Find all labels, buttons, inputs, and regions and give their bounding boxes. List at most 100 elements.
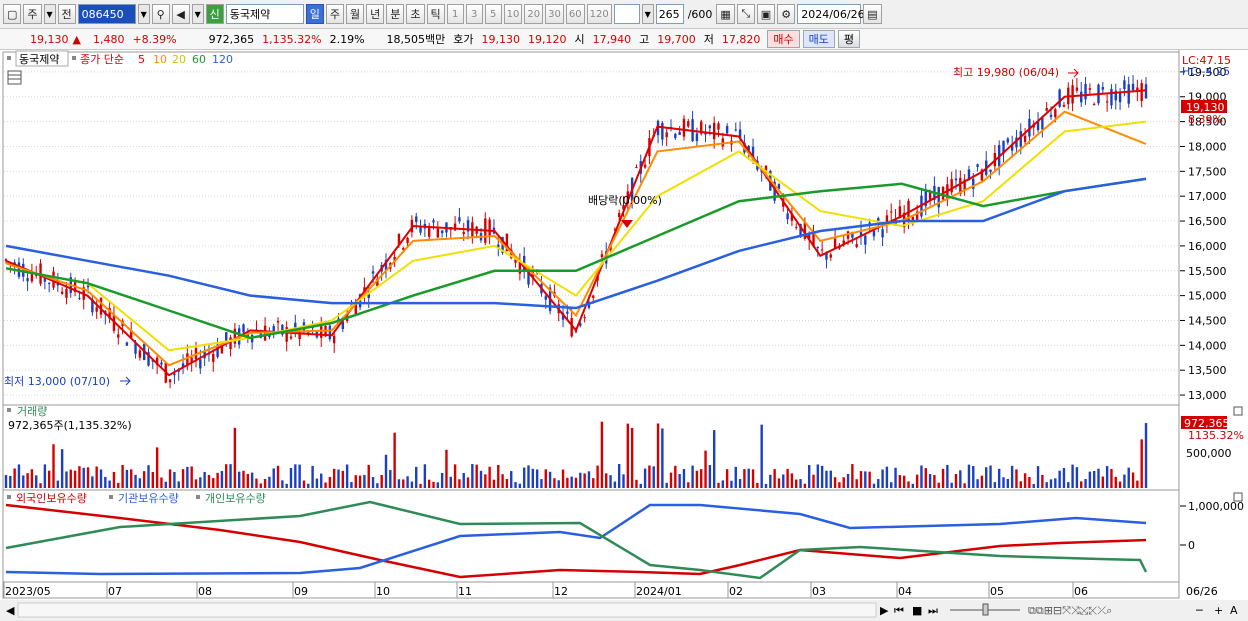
chart-tools-icon[interactable]: ▦ [716,4,735,24]
interval-60[interactable]: 60 [565,4,585,24]
buy-button[interactable]: 매수 [767,30,800,48]
speaker-dropdown-icon[interactable]: ▼ [191,4,204,24]
period-daily[interactable]: 일 [305,4,324,24]
layout-icon[interactable]: ⧉⧉⊞⊟⤧⤨⤩⤪⤫⌕ [1028,604,1112,617]
speaker-icon[interactable]: ◀ [171,4,190,24]
volume-bar [1110,468,1113,488]
volume-bar [462,473,465,488]
zoom-slider-handle[interactable] [982,603,989,616]
chevron-down-icon[interactable]: ▼ [43,4,56,24]
candle-body [510,249,513,259]
candle-body [1071,85,1074,104]
interval-30[interactable]: 30 [545,4,564,24]
gear-icon[interactable]: ⚙ [777,4,796,24]
interval-3[interactable]: 3 [465,4,483,24]
volume-bar [570,476,573,488]
inst-label: 기관보유수량 [118,492,179,505]
volume-bar [648,465,651,488]
price-panel [2,51,1180,406]
candle-body [95,307,98,312]
x-tick-label: 2023/05 [5,585,51,598]
volume-bar [104,476,107,488]
volume-info: 972,365주(1,135.32%) [8,419,132,432]
volume-bar [419,483,422,488]
candle-body [384,260,388,272]
save-icon[interactable]: ▣ [756,4,776,24]
candle-body [354,303,357,316]
date-input[interactable]: 2024/06/26 [797,4,865,24]
stock-chart[interactable]: 19,50019,00018,50018,00017,50017,00016,5… [0,50,1248,621]
candle-body [285,327,288,342]
current-price: 19,130 [30,32,69,46]
volume-close-icon[interactable] [1233,406,1243,416]
inst-holdings-line [5,503,1147,576]
fast-forward-icon[interactable]: ⏭ [928,604,938,617]
volume-bar [475,464,478,488]
volume-bar [13,468,16,488]
volume-bar [911,483,915,488]
candle-body [928,191,932,200]
interval-120[interactable]: 120 [586,4,612,24]
volume-bar [600,421,604,488]
candle-body [419,227,422,233]
candle-body [1127,84,1130,104]
stock-code-input[interactable]: 086450 [77,4,136,24]
interval-5[interactable]: 5 [484,4,502,24]
evaluate-button[interactable]: 평 [837,30,861,48]
period-minute[interactable]: 분 [386,4,405,24]
count-input[interactable]: 265 [655,4,684,24]
volume-bar [328,477,332,488]
scroll-right-icon[interactable]: ▶ [880,604,889,617]
period-yearly[interactable]: 년 [366,4,385,24]
prev-button-label: 전 [61,8,72,21]
scroll-left-icon[interactable]: ◀ [6,604,15,617]
volume-bar [561,469,565,488]
period-tick[interactable]: 틱 [426,4,445,24]
zoom-out-icon[interactable]: ─ [1195,604,1203,617]
holdings-close-icon[interactable] [1233,492,1243,502]
interval-1[interactable]: 1 [446,4,464,24]
candle-body [1101,87,1105,90]
candle-body [272,326,275,333]
draw-tool-icon[interactable]: ⤡ [736,4,755,24]
volume-bar [358,475,362,488]
volume-bar [35,475,38,488]
stock-label-box[interactable] [15,50,69,67]
interval-dropdown-icon[interactable]: ▼ [641,4,654,24]
volume-bar [937,482,940,488]
font-size-icon[interactable]: A [1230,604,1238,617]
candle-body [954,178,958,181]
candle-body [155,357,159,365]
zoom-in-icon[interactable]: + [1214,604,1223,617]
window-menu-icon[interactable]: ▢ [3,4,22,24]
rewind-icon[interactable]: ⏮ [894,604,904,617]
interval-20[interactable]: 20 [524,4,544,24]
interval-10[interactable]: 10 [503,4,523,24]
high-arrow-icon [1068,68,1079,78]
trade-amount: 18,505백만 [386,33,446,46]
scroll-track[interactable] [17,602,877,618]
volume-bar [924,468,927,488]
sell-button[interactable]: 매도 [802,30,835,48]
code-dropdown-icon[interactable]: ▼ [137,4,150,24]
candle-body [1075,87,1079,91]
volume-bar [1019,481,1022,488]
period-second[interactable]: 초 [406,4,425,24]
volume-bar [799,479,802,488]
search-icon[interactable]: ⚲ [151,4,170,24]
volume-bar [69,469,72,488]
period-monthly[interactable]: 월 [346,4,365,24]
interval-custom-input[interactable] [613,4,640,24]
calendar-icon[interactable]: ▤ [863,4,882,24]
period-weekly[interactable]: 주 [325,4,345,24]
type-select[interactable]: 주 [23,4,42,24]
table-icon[interactable] [7,70,22,85]
prev-button[interactable]: 전 [57,4,76,24]
stop-icon[interactable]: ■ [912,604,922,617]
x-tick-label: 06 [1074,585,1088,598]
candle-body [229,337,232,350]
candle-body [708,125,712,129]
low-annotation: 최저 13,000 (07/10) [4,375,110,388]
volume-bar [782,474,785,488]
volume-bar [1002,477,1005,488]
